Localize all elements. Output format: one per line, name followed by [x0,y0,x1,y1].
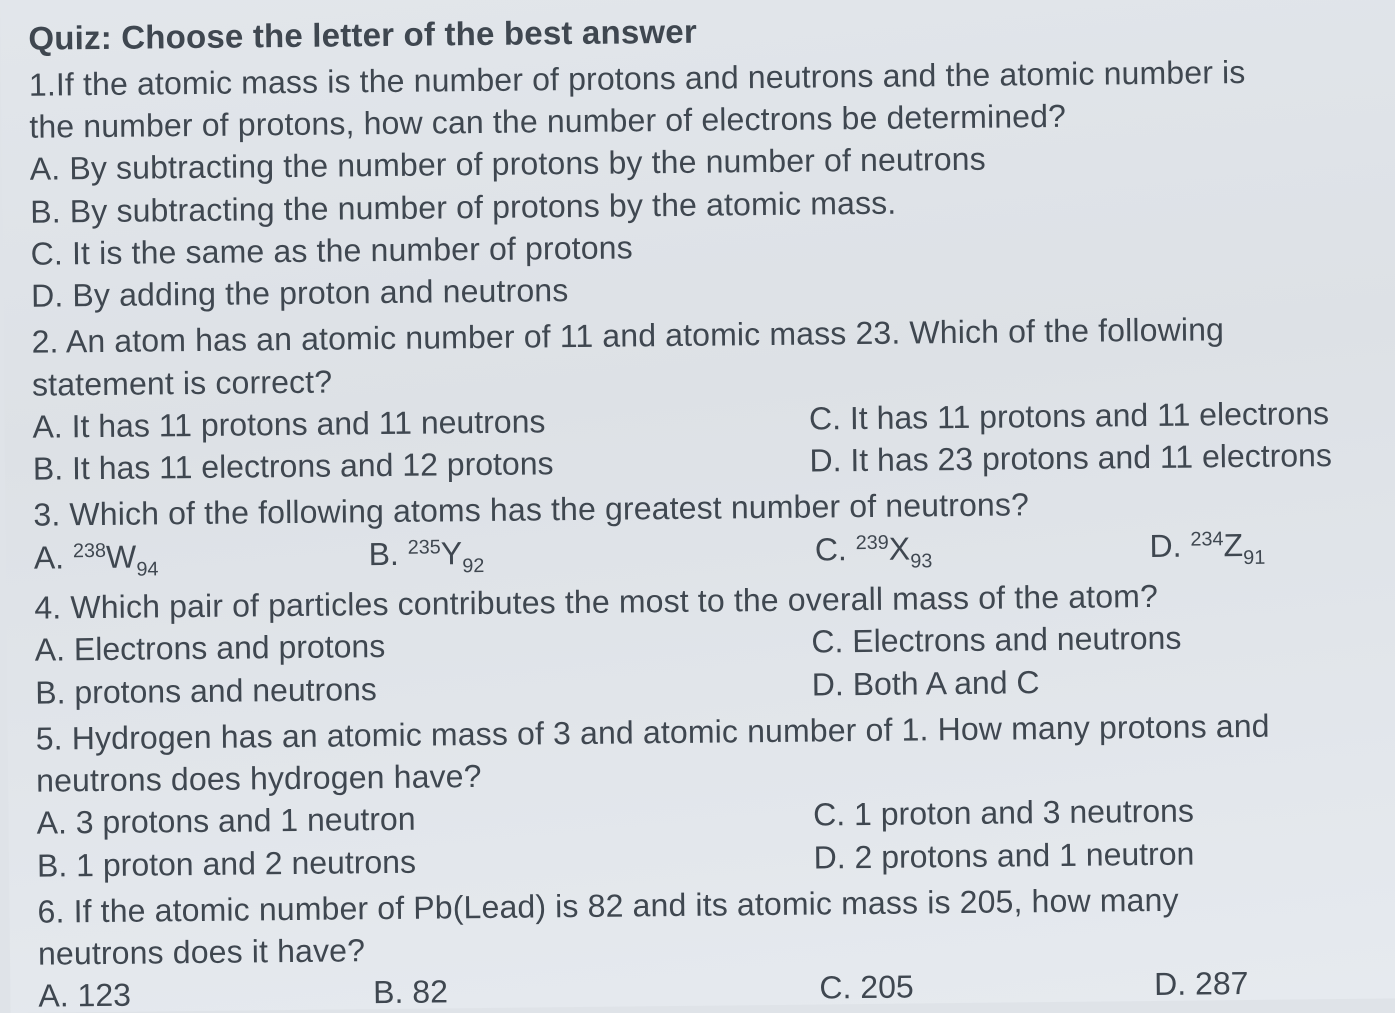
question-3: 3. Which of the following atoms has the … [33,480,1373,583]
q3c-sup: 239 [856,532,889,554]
q3-option-c: C. 239X93 [815,525,1150,575]
q3b-sub: 92 [462,555,484,577]
q3b-sup: 235 [408,536,441,558]
q6-option-a: A. 123 [38,971,373,1013]
q6-option-b: B. 82 [373,967,820,1013]
q6-option-c: C. 205 [819,963,1154,1009]
q3-option-d: D. 234Z91 [1149,522,1373,571]
q3a-sup: 238 [73,540,106,562]
q2-option-b: B. It has 11 electrons and 12 protons [33,440,810,490]
quiz-title: Quiz: Choose the letter of the best answ… [28,6,1367,58]
q6-option-d: D. 287 [1154,961,1378,1006]
q4-option-d: D. Both A and C [812,657,1375,705]
q3c-sym: X [889,530,911,566]
q3c-prefix: C. [815,531,856,567]
q3c-sub: 93 [910,550,932,572]
question-4: 4. Which pair of particles contributes t… [34,573,1374,714]
q3b-sym: Y [441,535,463,571]
quiz-page: Quiz: Choose the letter of the best answ… [0,0,1395,1013]
question-5: 5. Hydrogen has an atomic mass of 3 and … [36,704,1377,887]
q4-option-c: C. Electrons and neutrons [811,615,1374,663]
q3d-prefix: D. [1149,527,1190,563]
q3d-sym: Z [1223,527,1243,563]
q3b-prefix: B. [368,535,407,571]
q3-option-b: B. 235Y92 [368,528,815,579]
question-1: 1.If the atomic mass is the number of pr… [29,50,1371,317]
q2-option-c: C. It has 11 protons and 11 electrons [809,392,1372,440]
q3d-sub: 91 [1243,547,1265,569]
q5-option-c: C. 1 proton and 3 neutrons [813,788,1376,836]
q2-option-d: D. It has 23 protons and 11 electrons [809,434,1372,482]
q3a-sub: 94 [136,558,158,580]
question-6: 6. If the atomic number of Pb(Lead) is 8… [37,876,1377,1013]
q5-option-b: B. 1 proton and 2 neutrons [37,836,814,886]
q5-option-d: D. 2 protons and 1 neutron [813,830,1376,878]
q3a-prefix: A. [34,539,73,575]
question-2: 2. An atom has an atomic number of 11 an… [31,307,1372,490]
q3a-sym: W [106,538,137,574]
q3-option-a: A. 238W94 [34,533,369,583]
q4-option-b: B. protons and neutrons [35,663,812,713]
q3d-sup: 234 [1190,528,1223,550]
